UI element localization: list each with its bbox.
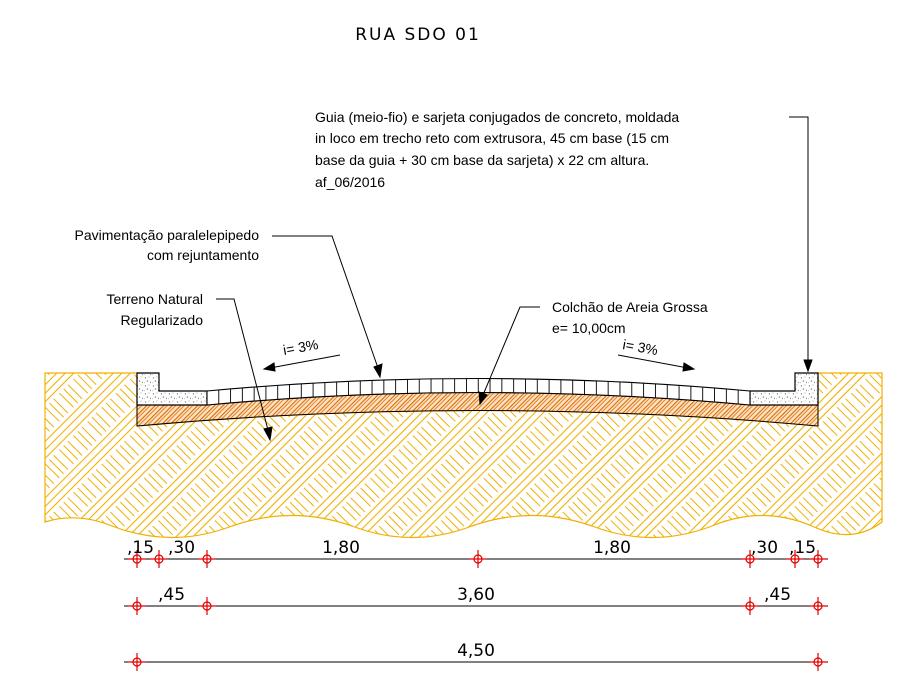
dim-row1-2: 1,80: [322, 538, 360, 558]
slope-arrow-left: [269, 354, 341, 369]
dimension-marker: [198, 597, 216, 615]
leader-terreno: [216, 298, 269, 431]
dimension-marker: [741, 597, 759, 615]
slope-arrow-left-head: [262, 362, 276, 372]
dimension-marker: [809, 597, 827, 615]
leader-guia: [789, 116, 809, 362]
label-guia-line-4: af_06/2016: [315, 174, 385, 190]
dim-row1-1: ,30: [168, 538, 195, 558]
label-terreno-line-1: Terreno Natural: [107, 291, 204, 307]
dimension-marker: [809, 550, 827, 568]
label-slope-left: i= 3%: [282, 336, 320, 358]
dim-row2-2: ,45: [764, 585, 791, 605]
dim-row3-0: 4,50: [457, 641, 495, 661]
label-slope-right: i= 3%: [621, 336, 659, 358]
dimension-marker: [128, 550, 146, 568]
dim-row1-5: ,15: [789, 538, 816, 558]
label-pavimentacao-line-1: Pavimentação paralelepipedo: [75, 227, 260, 243]
leader-guia-arrow: [803, 359, 813, 373]
paving-block-joints: [218, 378, 739, 404]
leader-terreno-arrow: [263, 426, 273, 442]
leader-pavimentacao-arrow: [373, 363, 383, 379]
dimension-marker: [198, 550, 216, 568]
dim-row2-1: 3,60: [457, 585, 495, 605]
label-terreno-line-2: Regularizado: [121, 312, 204, 328]
label-guia-line-3: base da guia + 30 cm base da sarjeta) x …: [315, 152, 649, 168]
label-guia-line-2: in loco em trecho reto com extrusora, 45…: [315, 130, 669, 146]
leader-colchao-arrow: [478, 391, 488, 406]
dim-row1-3: 1,80: [593, 538, 631, 558]
dimension-marker: [786, 550, 804, 568]
dimension-marker: [809, 653, 827, 671]
slope-arrow-right: [617, 354, 689, 369]
label-colchao-line-2: e= 10,00cm: [552, 320, 626, 336]
curb-gutter-right: [749, 372, 819, 406]
leader-pavimentacao: [272, 235, 379, 369]
slope-arrow-right-head: [682, 362, 696, 372]
drawing-title: RUA SDO 01: [355, 25, 481, 45]
dimension-marker: [150, 550, 168, 568]
dimension-marker: [128, 597, 146, 615]
leader-colchao: [482, 306, 540, 396]
dimension-marker: [741, 550, 759, 568]
dim-row1-0: ,15: [127, 538, 154, 558]
dimension-marker: [128, 653, 146, 671]
label-guia-line-1: Guia (meio-fio) e sarjeta conjugados de …: [315, 109, 679, 125]
dim-row2-0: ,45: [158, 585, 185, 605]
dim-row1-4: ,30: [751, 538, 778, 558]
dimension-marker: [469, 550, 487, 568]
label-pavimentacao-line-2: com rejuntamento: [147, 247, 259, 263]
curb-gutter-left: [136, 372, 208, 406]
label-colchao-line-1: Colchão de Areia Grossa: [552, 299, 708, 315]
dimension-markers: [128, 550, 827, 671]
